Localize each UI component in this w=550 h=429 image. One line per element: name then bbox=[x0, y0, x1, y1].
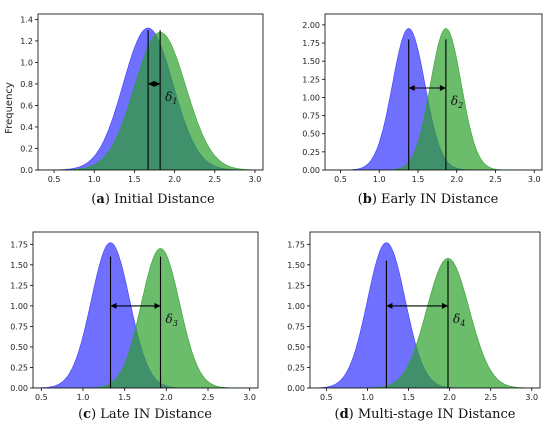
axes-frame-c bbox=[32, 231, 259, 389]
x-tick-label: 1.0 bbox=[77, 393, 90, 402]
x-tick-label: 2.0 bbox=[168, 175, 181, 184]
y-tick-label: 1.0 bbox=[20, 58, 33, 67]
y-tick-label: 0.2 bbox=[20, 144, 33, 153]
x-tick-label: 0.5 bbox=[334, 175, 347, 184]
distribution-green-c bbox=[33, 248, 258, 388]
caption-letter-b: b bbox=[363, 192, 372, 207]
x-tick-label: 1.5 bbox=[128, 175, 141, 184]
y-tick-label: 1.25 bbox=[302, 75, 320, 84]
y-tick-label: 1.2 bbox=[20, 37, 33, 46]
x-tick-label: 2.0 bbox=[443, 393, 456, 402]
y-tick-label: 2.00 bbox=[302, 21, 320, 30]
plot-area-c: δ30.5 1.0 1.5 2.0 2.5 3.00.000.250.500.751.00… bbox=[10, 231, 259, 402]
x-tick-label: 1.0 bbox=[373, 175, 386, 184]
caption-text-d: Multi-stage IN Distance bbox=[358, 407, 516, 422]
caption-letter-c: c bbox=[83, 407, 91, 422]
y-tick-label: 1.00 bbox=[287, 302, 305, 311]
caption-text-c: Late IN Distance bbox=[100, 407, 212, 422]
x-tick-label: 3.0 bbox=[528, 175, 541, 184]
y-tick-label: 0.50 bbox=[10, 343, 28, 352]
delta-arrow-c bbox=[110, 302, 161, 309]
y-tick-label: 0.25 bbox=[10, 363, 28, 372]
distribution-green-d bbox=[310, 257, 540, 388]
delta-arrow-b bbox=[408, 85, 446, 92]
distribution-green-a bbox=[38, 31, 263, 170]
y-tick-label: 1.75 bbox=[287, 240, 305, 249]
axes-frame-b bbox=[324, 13, 543, 171]
y-tick-label: 1.00 bbox=[302, 93, 320, 102]
caption-b: (b) Early IN Distance bbox=[358, 192, 499, 207]
y-tick-label: 1.75 bbox=[302, 39, 320, 48]
y-tick-label: 1.25 bbox=[10, 281, 28, 290]
x-tick-label: 2.5 bbox=[202, 393, 215, 402]
y-tick-label: 1.50 bbox=[287, 261, 305, 270]
y-tick-label: 1.00 bbox=[10, 302, 28, 311]
y-tick-label: 1.75 bbox=[10, 240, 28, 249]
y-tick-label: 1.4 bbox=[20, 15, 33, 24]
y-tick-label: 0.25 bbox=[302, 148, 320, 157]
plot-area-a: δ10.5 1.0 1.5 2.0 2.5 3.00.00.20.40.60.81.01.… bbox=[20, 13, 264, 184]
panel-c: δ30.5 1.0 1.5 2.0 2.5 3.00.000.250.500.751.00… bbox=[10, 231, 259, 422]
plot-area-d: δ40.5 1.0 1.5 2.0 2.5 3.00.000.250.500.751.00… bbox=[287, 231, 541, 402]
y-tick-label: 0.25 bbox=[287, 363, 305, 372]
y-tick-label: 1.50 bbox=[10, 261, 28, 270]
y-tick-label: 0.75 bbox=[10, 322, 28, 331]
x-tick-label: 0.5 bbox=[320, 393, 333, 402]
y-tick-label: 0.00 bbox=[10, 384, 28, 393]
caption-d: (d) Multi-stage IN Distance bbox=[334, 407, 515, 422]
x-tick-label: 1.5 bbox=[402, 393, 415, 402]
panel-d: δ40.5 1.0 1.5 2.0 2.5 3.00.000.250.500.751.00… bbox=[287, 231, 541, 422]
panel-b: δ20.5 1.0 1.5 2.0 2.5 3.00.000.250.500.751.00… bbox=[302, 13, 543, 207]
x-tick-label: 2.5 bbox=[489, 175, 502, 184]
y-tick-label: 0.00 bbox=[302, 166, 320, 175]
delta-arrow-a bbox=[148, 80, 161, 87]
y-tick-label: 0.4 bbox=[20, 123, 33, 132]
caption-a: (a) Initial Distance bbox=[91, 192, 215, 207]
y-tick-label: 0.50 bbox=[302, 130, 320, 139]
distribution-green-b bbox=[325, 28, 542, 170]
x-tick-label: 1.0 bbox=[88, 175, 101, 184]
delta-arrow-d bbox=[386, 302, 448, 309]
y-tick-label: 0.0 bbox=[20, 166, 33, 175]
caption-letter-a: a bbox=[96, 192, 105, 207]
x-tick-label: 2.0 bbox=[450, 175, 463, 184]
caption-letter-d: d bbox=[340, 407, 349, 422]
x-tick-label: 1.5 bbox=[412, 175, 425, 184]
caption-c: (c) Late IN Distance bbox=[78, 407, 212, 422]
caption-text-b: Early IN Distance bbox=[381, 192, 499, 207]
y-tick-label: 0.6 bbox=[20, 101, 33, 110]
x-tick-label: 2.5 bbox=[208, 175, 221, 184]
plot-area-b: δ20.5 1.0 1.5 2.0 2.5 3.00.000.250.500.751.00… bbox=[302, 13, 543, 184]
x-tick-label: 1.5 bbox=[118, 393, 131, 402]
x-tick-label: 3.0 bbox=[243, 393, 256, 402]
axes-frame-d bbox=[309, 231, 541, 389]
y-tick-label: 0.00 bbox=[287, 384, 305, 393]
y-tick-label: 0.75 bbox=[302, 112, 320, 121]
x-tick-label: 2.5 bbox=[484, 393, 497, 402]
y-tick-label: 1.50 bbox=[302, 57, 320, 66]
x-tick-label: 2.0 bbox=[160, 393, 173, 402]
x-tick-label: 3.0 bbox=[249, 175, 262, 184]
x-tick-label: 0.5 bbox=[35, 393, 48, 402]
y-tick-label: 0.50 bbox=[287, 343, 305, 352]
y-tick-label: 0.75 bbox=[287, 322, 305, 331]
y-tick-label: 0.8 bbox=[20, 80, 33, 89]
caption-text-a: Initial Distance bbox=[114, 192, 215, 207]
axes-frame-a bbox=[37, 13, 264, 171]
x-tick-label: 0.5 bbox=[48, 175, 61, 184]
x-tick-label: 1.0 bbox=[361, 393, 374, 402]
panel-a: δ10.5 1.0 1.5 2.0 2.5 3.00.00.20.40.60.81.01.… bbox=[4, 13, 264, 207]
y-tick-label: 1.25 bbox=[287, 281, 305, 290]
x-tick-label: 3.0 bbox=[525, 393, 538, 402]
y-axis-label-a: Frequency bbox=[4, 82, 15, 134]
